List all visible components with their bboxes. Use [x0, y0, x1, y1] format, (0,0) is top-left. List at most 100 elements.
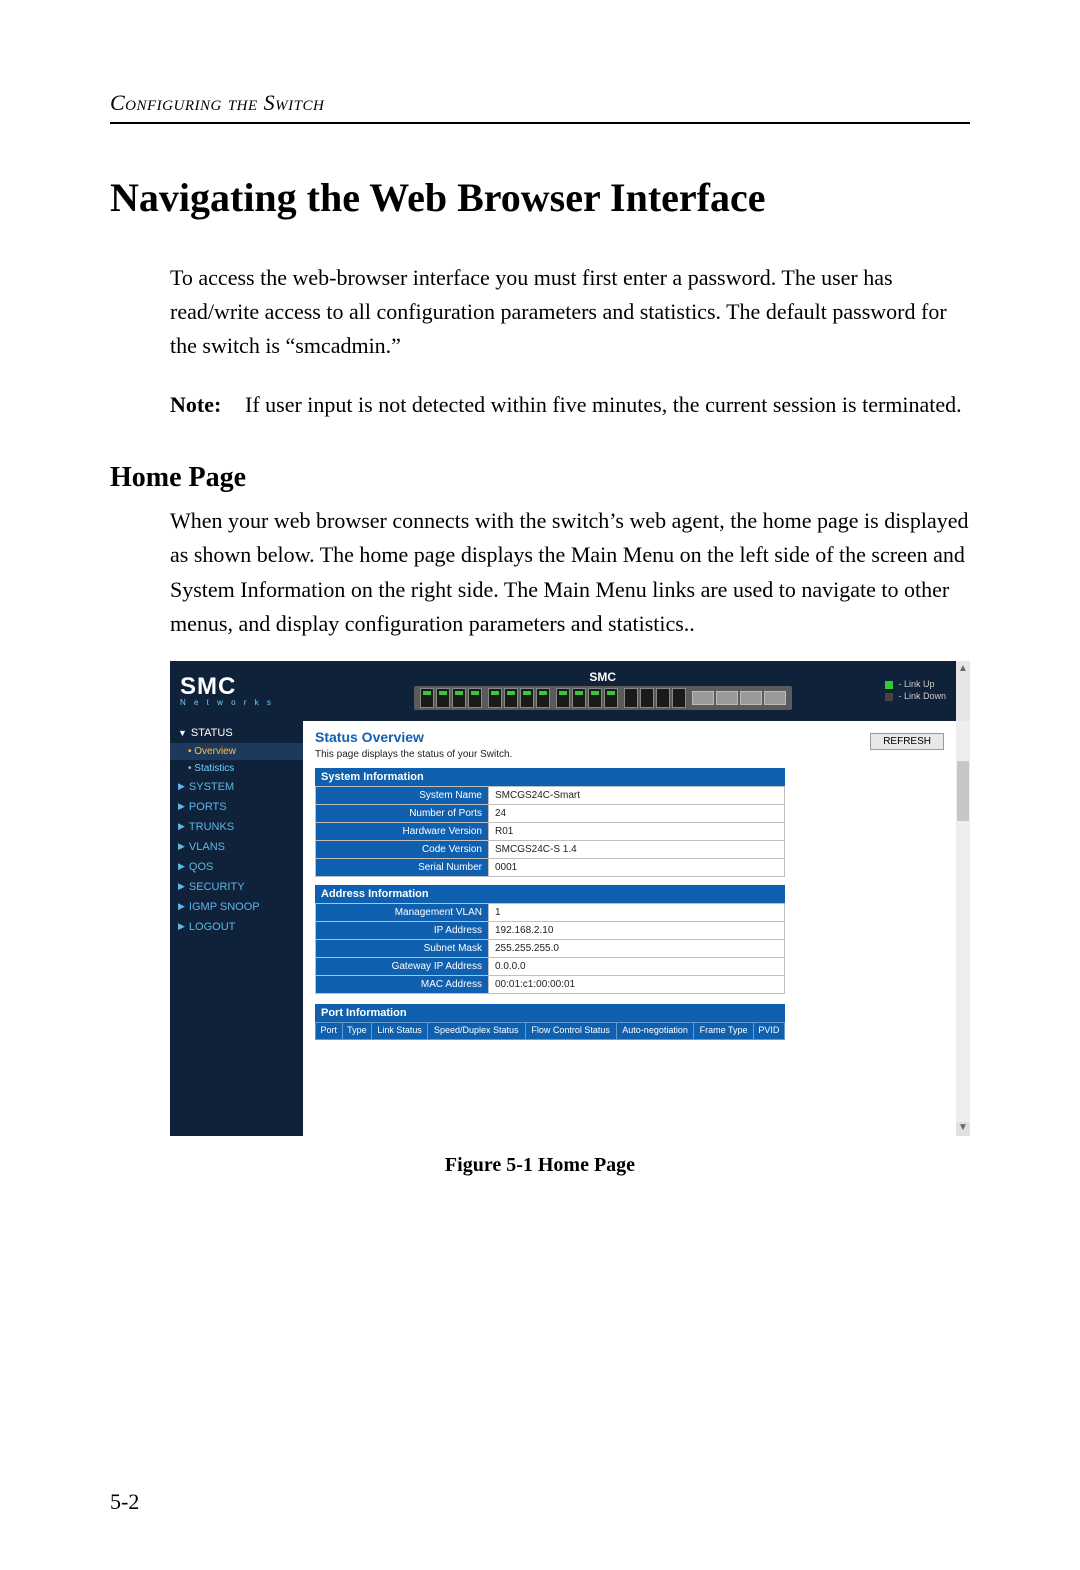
- rj45-port[interactable]: [624, 688, 638, 708]
- system-information-caption: System Information: [315, 768, 785, 786]
- table-row: Serial Number0001: [316, 858, 785, 876]
- table-key: Code Version: [316, 840, 489, 858]
- sidebar-item-ports[interactable]: ▶PORTS: [170, 797, 303, 817]
- table-row: Gateway IP Address0.0.0.0: [316, 957, 785, 975]
- sidebar-item-status[interactable]: ▼ STATUS: [170, 723, 303, 743]
- sidebar-item-security[interactable]: ▶SECURITY: [170, 877, 303, 897]
- sidebar-item-label: STATUS: [191, 727, 233, 739]
- sfp-port[interactable]: [764, 691, 786, 705]
- legend-up-swatch: [885, 681, 893, 689]
- port-info-header: Link Status: [372, 1022, 428, 1039]
- page-title: Navigating the Web Browser Interface: [110, 174, 970, 221]
- sidebar-item-logout[interactable]: ▶ LOGOUT: [170, 917, 303, 937]
- caret-right-icon: ▶: [178, 821, 185, 832]
- table-row: IP Address192.168.2.10: [316, 921, 785, 939]
- table-value: 255.255.255.0: [489, 939, 785, 957]
- note-label: Note:: [170, 388, 245, 422]
- scrollbar[interactable]: ▼: [956, 721, 970, 1136]
- caret-right-icon: ▶: [178, 861, 185, 872]
- status-overview-desc: This page displays the status of your Sw…: [315, 749, 512, 760]
- table-value: 192.168.2.10: [489, 921, 785, 939]
- system-information-table: System Information System NameSMCGS24C-S…: [315, 768, 785, 877]
- home-page-paragraph: When your web browser connects with the …: [170, 504, 970, 640]
- port-info-header: Flow Control Status: [525, 1022, 616, 1039]
- port-info-header: PVID: [753, 1022, 784, 1039]
- table-key: Gateway IP Address: [316, 957, 489, 975]
- caret-right-icon: ▶: [178, 921, 185, 932]
- sidebar-subitem-overview[interactable]: • Overview: [170, 743, 303, 760]
- rj45-port[interactable]: [572, 688, 586, 708]
- main-panel: Status Overview This page displays the s…: [303, 721, 956, 1136]
- rj45-port[interactable]: [672, 688, 686, 708]
- table-key: Number of Ports: [316, 804, 489, 822]
- rj45-port[interactable]: [420, 688, 434, 708]
- sidebar-item-label: IGMP SNOOP: [189, 901, 260, 913]
- rj45-port[interactable]: [436, 688, 450, 708]
- table-value: R01: [489, 822, 785, 840]
- home-page-heading: Home Page: [110, 462, 970, 494]
- table-value: SMCGS24C-Smart: [489, 786, 785, 804]
- sidebar-item-label: VLANS: [189, 841, 225, 853]
- running-head: Configuring the Switch: [110, 90, 970, 116]
- rj45-port[interactable]: [536, 688, 550, 708]
- intro-paragraph: To access the web-browser interface you …: [170, 261, 970, 363]
- scroll-up-icon[interactable]: ▲: [956, 661, 970, 721]
- table-value: 00:01:c1:00:00:01: [489, 975, 785, 993]
- table-key: MAC Address: [316, 975, 489, 993]
- sidebar-subitem-statistics[interactable]: • Statistics: [170, 760, 303, 777]
- rj45-port[interactable]: [640, 688, 654, 708]
- port-info-header: Speed/Duplex Status: [428, 1022, 525, 1039]
- status-overview-title: Status Overview: [315, 729, 512, 745]
- caret-right-icon: ▶: [178, 801, 185, 812]
- table-key: System Name: [316, 786, 489, 804]
- sidebar-item-vlans[interactable]: ▶ VLANS: [170, 837, 303, 857]
- table-value: 0.0.0.0: [489, 957, 785, 975]
- screenshot-home-page: SMC N e t w o r k s SMC - Link Up - Link…: [170, 661, 970, 1136]
- port-information-table: Port Information PortTypeLink StatusSpee…: [315, 1004, 785, 1040]
- port-group: [488, 688, 550, 708]
- rj45-port[interactable]: [588, 688, 602, 708]
- rj45-port[interactable]: [452, 688, 466, 708]
- logo-sub: N e t w o r k s: [180, 699, 310, 707]
- sidebar-item-qos[interactable]: ▶QOS: [170, 857, 303, 877]
- caret-right-icon: ▶: [178, 881, 185, 892]
- scrollbar-thumb[interactable]: [957, 761, 969, 821]
- sfp-port[interactable]: [692, 691, 714, 705]
- scroll-down-icon[interactable]: ▼: [956, 1122, 970, 1136]
- legend-up-label: - Link Up: [898, 679, 934, 691]
- sidebar-item-system[interactable]: ▶SYSTEM: [170, 777, 303, 797]
- figure-caption: Figure 5-1 Home Page: [110, 1154, 970, 1177]
- port-info-header: Frame Type: [694, 1022, 753, 1039]
- sidebar-item-trunks[interactable]: ▶TRUNKS: [170, 817, 303, 837]
- rj45-port[interactable]: [656, 688, 670, 708]
- refresh-button[interactable]: REFRESH: [870, 733, 944, 750]
- rj45-port[interactable]: [488, 688, 502, 708]
- logo-main: SMC: [180, 675, 310, 699]
- logo: SMC N e t w o r k s: [170, 667, 320, 715]
- rj45-port[interactable]: [504, 688, 518, 708]
- port-panel: [414, 686, 792, 710]
- table-row: Hardware VersionR01: [316, 822, 785, 840]
- rj45-port[interactable]: [520, 688, 534, 708]
- rj45-port[interactable]: [468, 688, 482, 708]
- table-value: 1: [489, 903, 785, 921]
- header-brand: SMC: [320, 670, 885, 684]
- caret-right-icon: ▶: [178, 781, 185, 792]
- sidebar-item-igmp-snoop[interactable]: ▶IGMP SNOOP: [170, 897, 303, 917]
- rj45-port[interactable]: [556, 688, 570, 708]
- table-value: 0001: [489, 858, 785, 876]
- address-information-table: Address Information Management VLAN1IP A…: [315, 885, 785, 994]
- sfp-port[interactable]: [716, 691, 738, 705]
- table-key: IP Address: [316, 921, 489, 939]
- sidebar-item-label: LOGOUT: [189, 921, 235, 933]
- table-row: Management VLAN1: [316, 903, 785, 921]
- caret-down-icon: ▼: [178, 728, 187, 738]
- table-key: Hardware Version: [316, 822, 489, 840]
- caret-right-icon: ▶: [178, 841, 185, 852]
- table-row: System NameSMCGS24C-Smart: [316, 786, 785, 804]
- sfp-port[interactable]: [740, 691, 762, 705]
- rj45-port[interactable]: [604, 688, 618, 708]
- table-row: MAC Address00:01:c1:00:00:01: [316, 975, 785, 993]
- table-row: Code VersionSMCGS24C-S 1.4: [316, 840, 785, 858]
- port-info-header: Type: [342, 1022, 372, 1039]
